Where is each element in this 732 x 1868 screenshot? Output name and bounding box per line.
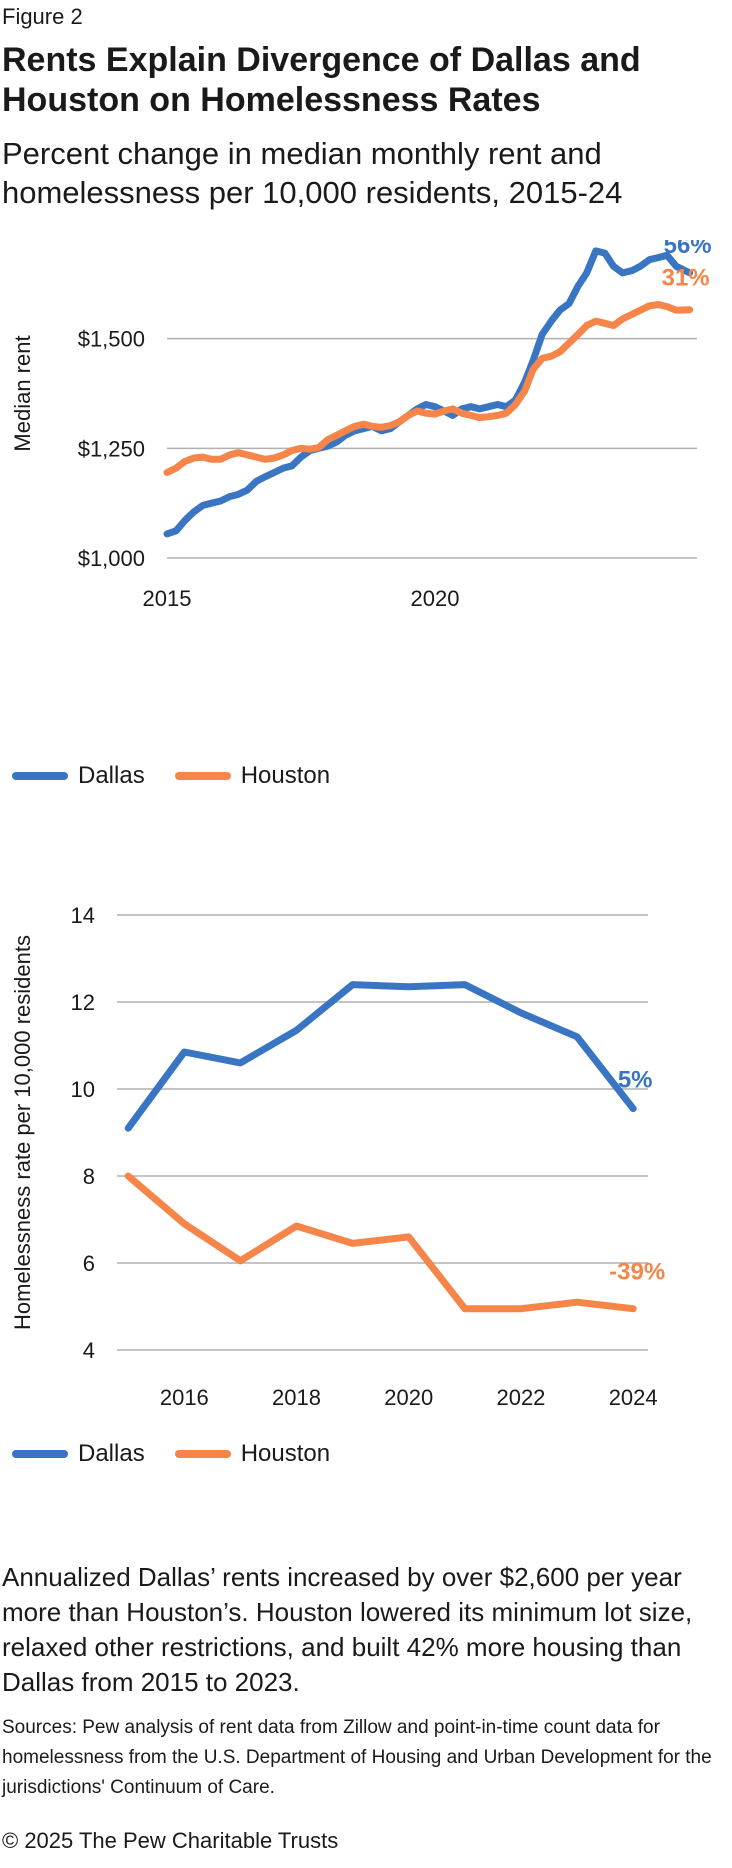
y-tick-label: $1,500 bbox=[78, 327, 145, 352]
x-tick-label: 2016 bbox=[160, 1385, 209, 1410]
legend-label-dallas: Dallas bbox=[78, 762, 145, 789]
y-tick-label: $1,750 bbox=[78, 240, 145, 242]
y-tick-label: 4 bbox=[83, 1338, 95, 1363]
y-tick-label: 10 bbox=[71, 1077, 95, 1102]
houston-swatch bbox=[174, 772, 231, 780]
sources-note: Sources: Pew analysis of rent data from … bbox=[2, 1717, 712, 1798]
series-line-houston bbox=[124, 1172, 637, 1313]
y-tick-label: 12 bbox=[71, 990, 95, 1015]
y-tick-label: $1,000 bbox=[78, 546, 145, 571]
figure-label: Figure 2 bbox=[2, 4, 83, 29]
chart-subtitle: Percent change in median monthly rent an… bbox=[2, 136, 623, 210]
copyright: © 2025 The Pew Charitable Trusts bbox=[2, 1828, 339, 1853]
legend-item-houston: Houston bbox=[174, 762, 331, 790]
dallas-swatch bbox=[12, 772, 68, 780]
legend-item-houston: Houston bbox=[174, 1440, 331, 1468]
dallas-swatch bbox=[12, 1450, 68, 1458]
legend-item-dallas: Dallas bbox=[12, 1440, 145, 1468]
y-tick-label: 6 bbox=[83, 1251, 95, 1276]
x-tick-label: 2024 bbox=[609, 1385, 658, 1410]
homelessness-chart-legend: Dallas Houston bbox=[12, 1440, 360, 1468]
x-tick-label: 2020 bbox=[384, 1385, 433, 1410]
homelessness-chart: 4 6 8 10 12 14 2016 2018 2020 2022 2024 Homelessnes… bbox=[10, 903, 665, 1410]
legend-label-houston: Houston bbox=[240, 762, 331, 789]
x-tick-label: 2022 bbox=[496, 1385, 545, 1410]
body-text: Annualized Dallas’ rents increased by ov… bbox=[2, 1562, 693, 1697]
x-tick-label: 2020 bbox=[411, 586, 460, 611]
series-line-houston bbox=[163, 301, 694, 476]
series-line-dallas bbox=[124, 981, 637, 1132]
houston-swatch bbox=[174, 1450, 231, 1458]
end-label-dallas: 5% bbox=[618, 1067, 653, 1094]
y-axis-label: Homelessness rate per 10,000 residents bbox=[10, 935, 35, 1330]
rent-chart-legend: Dallas Houston bbox=[12, 762, 360, 790]
chart-title: Rents Explain Divergence of Dallas and H… bbox=[2, 41, 641, 119]
y-tick-label: $1,250 bbox=[78, 436, 145, 461]
series-line-dallas bbox=[163, 247, 694, 538]
x-tick-label: 2018 bbox=[272, 1385, 321, 1410]
rent-chart: $1,000 $1,250 $1,500 $1,750 2015 2020 Median r… bbox=[10, 240, 712, 611]
end-label-houston: 31% bbox=[662, 265, 710, 292]
legend-label-houston: Houston bbox=[240, 1440, 331, 1467]
y-axis-label: Median rent bbox=[10, 335, 35, 451]
y-tick-label: 8 bbox=[83, 1164, 95, 1189]
end-label-houston: -39% bbox=[609, 1259, 665, 1286]
legend-label-dallas: Dallas bbox=[78, 1440, 145, 1467]
y-tick-label: 14 bbox=[71, 903, 95, 928]
end-label-dallas: 56% bbox=[664, 240, 712, 259]
legend-item-dallas: Dallas bbox=[12, 762, 145, 790]
x-tick-label: 2015 bbox=[143, 586, 192, 611]
